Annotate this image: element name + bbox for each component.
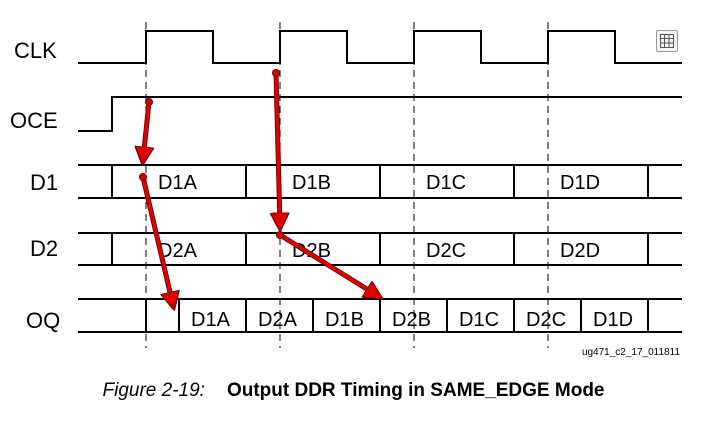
d1-cell: D1D [560, 172, 600, 194]
d2-cell: D2C [426, 240, 466, 262]
signal-label-d1: D1 [30, 170, 58, 195]
signal-label-d2: D2 [30, 236, 58, 261]
oq-cell: D2B [392, 309, 431, 331]
figure-caption: Figure 2-19: Output DDR Timing in SAME_ED… [0, 380, 707, 402]
oq-bus [78, 298, 682, 333]
timing-diagram: CLK OCE D1 D2 OQ D1A D1B D1C D1D D2A D2B… [10, 22, 682, 348]
oq-cell: D1C [459, 309, 499, 331]
causal-arrows [141, 70, 378, 305]
oq-cell: D2C [526, 309, 566, 331]
clk-waveform [78, 30, 682, 64]
oce-waveform [78, 96, 682, 132]
signal-label-oq: OQ [26, 308, 60, 333]
figure-title: Output DDR Timing in SAME_EDGE Mode [226, 380, 605, 401]
arrow-origin-dot [139, 173, 147, 181]
oq-cell: D1B [325, 309, 364, 331]
arrow-origin-dot [276, 231, 284, 239]
d2-cell: D2D [560, 240, 600, 262]
document-code: ug471_c2_17_011811 [581, 347, 680, 358]
d2-cell: D2A [158, 240, 198, 262]
arrow-origin-dot [145, 98, 153, 106]
oq-cell: D1D [593, 309, 633, 331]
oq-cell: D2A [258, 309, 298, 331]
d1-cell: D1B [292, 172, 331, 194]
d2-cell: D2B [292, 240, 331, 262]
d1-bus [78, 164, 682, 199]
figure-number: Figure 2-19: [102, 380, 205, 401]
d1-cell: D1C [426, 172, 466, 194]
causal-arrow [276, 71, 280, 226]
d1-cell: D1A [158, 172, 198, 194]
causal-arrow [278, 233, 378, 296]
causal-arrow [141, 175, 173, 305]
causal-arrow [143, 100, 149, 160]
grid-icon[interactable] [656, 30, 678, 52]
signal-label-oce: OCE [10, 108, 58, 133]
oq-cell: D1A [191, 309, 231, 331]
d2-bus [78, 232, 682, 266]
arrow-origin-dot [272, 69, 280, 77]
signal-label-clk: CLK [14, 38, 57, 63]
